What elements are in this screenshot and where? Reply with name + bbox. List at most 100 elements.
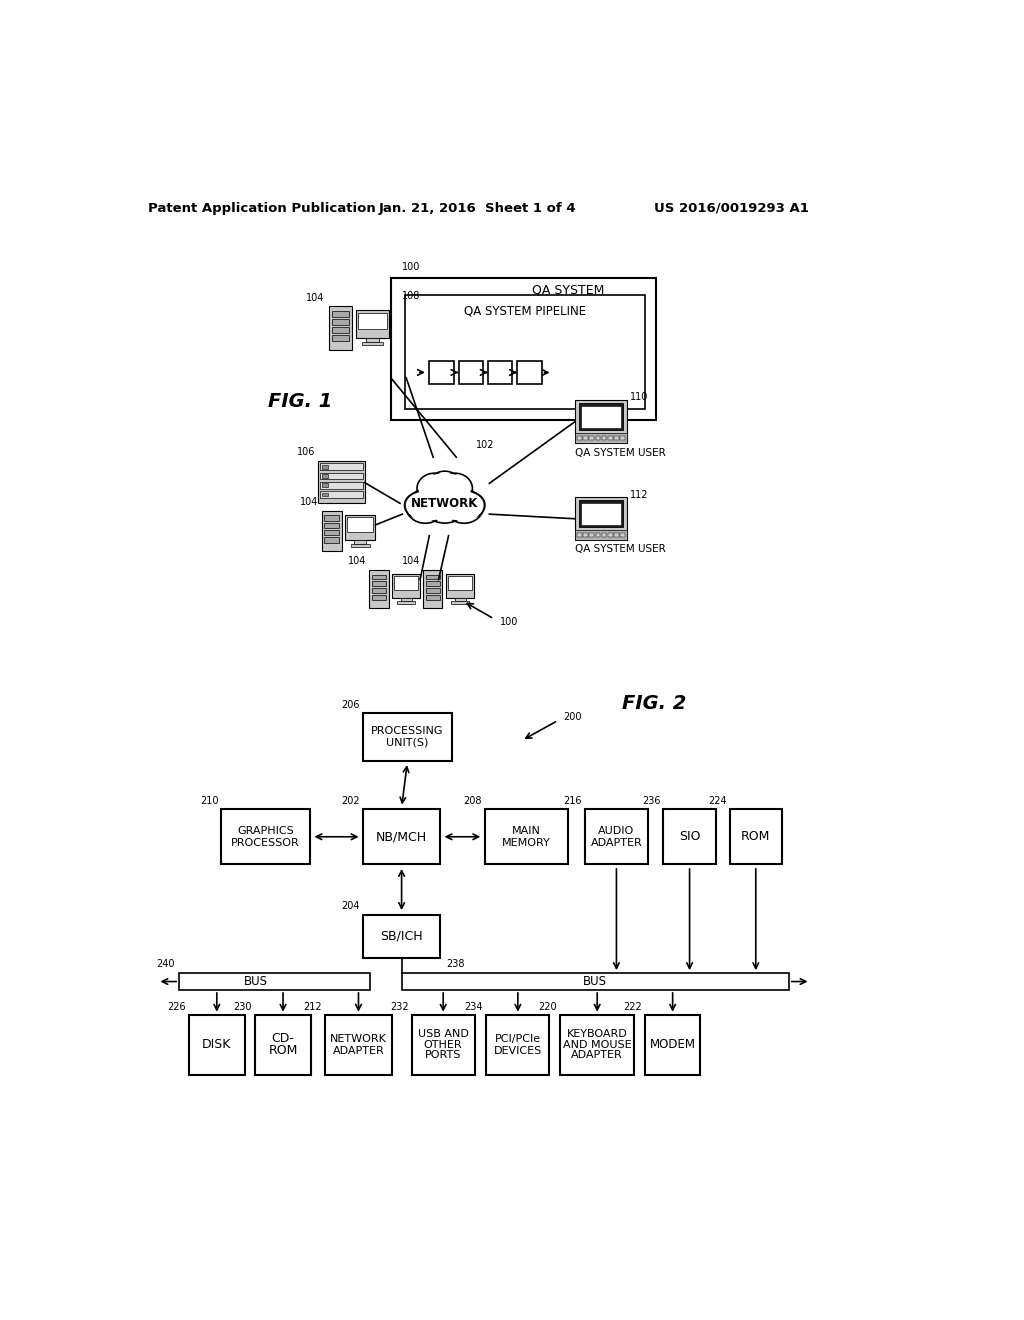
Text: PROCESSING: PROCESSING (371, 726, 443, 735)
Bar (330, 306, 351, 350)
Ellipse shape (446, 491, 481, 521)
Ellipse shape (406, 490, 444, 523)
Bar (608, 533, 612, 537)
Ellipse shape (456, 492, 485, 517)
Text: DEVICES: DEVICES (494, 1045, 542, 1056)
Text: 100: 100 (500, 616, 518, 627)
Text: 234: 234 (465, 1002, 483, 1011)
Bar (372, 595, 386, 601)
Bar (730, 809, 782, 865)
Bar (590, 533, 594, 537)
Bar (664, 809, 716, 865)
Bar (578, 436, 582, 441)
Bar (585, 809, 648, 865)
Bar (394, 576, 419, 590)
Text: 216: 216 (563, 796, 582, 807)
Text: MODEM: MODEM (649, 1038, 695, 1051)
Ellipse shape (437, 473, 472, 504)
Bar (452, 601, 469, 605)
Bar (372, 589, 386, 593)
Text: ADAPTER: ADAPTER (333, 1045, 384, 1056)
Text: GRAPHICS: GRAPHICS (238, 825, 294, 836)
Text: 220: 220 (539, 1002, 557, 1011)
Bar (351, 544, 370, 546)
Bar (426, 589, 439, 593)
Bar (401, 973, 788, 990)
Bar (322, 511, 342, 552)
Bar (333, 335, 348, 341)
Bar (579, 404, 624, 430)
Text: SIO: SIO (679, 830, 700, 843)
Ellipse shape (419, 479, 470, 523)
Bar (358, 313, 387, 329)
Bar (325, 531, 339, 535)
Text: SB/ICH: SB/ICH (380, 929, 423, 942)
Bar (326, 1015, 391, 1074)
Text: QA SYSTEM PIPELINE: QA SYSTEM PIPELINE (464, 305, 586, 317)
Bar (354, 540, 366, 544)
Bar (372, 581, 386, 586)
Text: 240: 240 (157, 960, 175, 969)
Text: 208: 208 (463, 796, 481, 807)
Bar (584, 533, 588, 537)
Bar (322, 483, 328, 487)
Bar (581, 405, 621, 428)
Text: ROM: ROM (741, 830, 770, 843)
Bar (596, 436, 600, 441)
Bar (487, 360, 512, 384)
Text: 112: 112 (630, 490, 648, 500)
Ellipse shape (417, 473, 453, 504)
Text: QA SYSTEM USER: QA SYSTEM USER (574, 447, 666, 458)
Bar (333, 312, 348, 317)
Bar (362, 342, 383, 346)
Text: 104: 104 (348, 557, 367, 566)
Text: DISK: DISK (202, 1038, 231, 1051)
Bar (608, 436, 612, 441)
Text: Patent Application Publication: Patent Application Publication (147, 202, 376, 215)
Text: 230: 230 (233, 1002, 252, 1011)
Bar (397, 601, 415, 605)
Ellipse shape (406, 494, 433, 517)
Bar (614, 436, 618, 441)
Text: KEYBOARD: KEYBOARD (567, 1028, 628, 1039)
Bar (621, 533, 625, 537)
Bar (189, 1015, 245, 1074)
Bar (319, 463, 364, 470)
Text: AUDIO: AUDIO (598, 825, 635, 836)
Bar (426, 574, 439, 579)
Bar (404, 296, 645, 409)
Text: 222: 222 (623, 1002, 642, 1011)
Text: AND MOUSE: AND MOUSE (563, 1040, 632, 1049)
Bar (255, 1015, 310, 1074)
Text: BUS: BUS (584, 975, 607, 989)
Text: 110: 110 (630, 392, 648, 403)
Bar (645, 1015, 700, 1074)
Text: 202: 202 (341, 796, 360, 807)
Text: 212: 212 (304, 1002, 323, 1011)
Text: MAIN: MAIN (512, 825, 541, 836)
Text: MEMORY: MEMORY (502, 838, 551, 847)
Text: 106: 106 (297, 447, 315, 457)
Ellipse shape (404, 492, 434, 517)
Bar (447, 576, 472, 590)
Ellipse shape (457, 494, 483, 517)
Text: 108: 108 (401, 290, 420, 301)
Bar (590, 436, 594, 441)
Text: 224: 224 (708, 796, 727, 807)
Bar (581, 503, 621, 525)
Bar (579, 500, 624, 527)
Text: 232: 232 (390, 1002, 409, 1011)
Text: PORTS: PORTS (425, 1051, 462, 1060)
Ellipse shape (422, 480, 468, 521)
Bar (221, 809, 310, 865)
Bar (400, 598, 412, 601)
Bar (486, 1015, 550, 1074)
Bar (391, 277, 656, 420)
Ellipse shape (439, 475, 471, 502)
Bar (429, 360, 454, 384)
Bar (345, 515, 375, 540)
Text: 204: 204 (342, 902, 360, 911)
Ellipse shape (430, 473, 460, 498)
Bar (366, 338, 379, 342)
Ellipse shape (419, 475, 451, 502)
